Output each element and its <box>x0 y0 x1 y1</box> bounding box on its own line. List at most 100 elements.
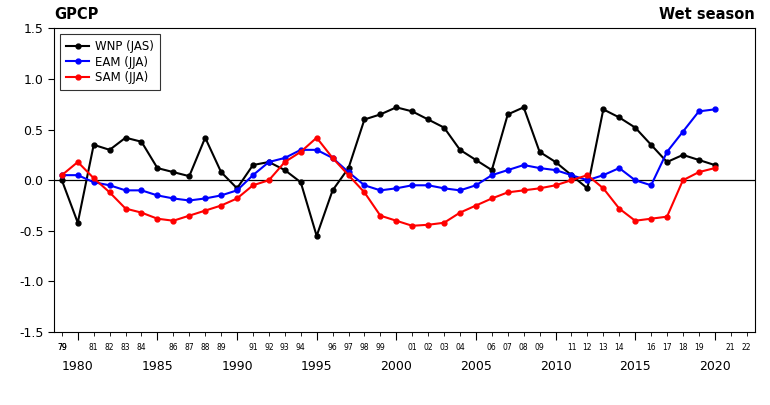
Text: 1985: 1985 <box>142 360 173 373</box>
Text: 94: 94 <box>296 343 306 352</box>
EAM (JJA) <box>264 160 273 164</box>
WNP (JAS) <box>678 152 688 157</box>
EAM (JJA) <box>137 188 146 193</box>
SAM (JJA) <box>105 190 114 195</box>
EAM (JJA) <box>152 193 162 198</box>
SAM (JJA) <box>344 173 353 177</box>
WNP (JAS) <box>185 174 194 179</box>
Text: 96: 96 <box>328 343 337 352</box>
SAM (JJA) <box>89 176 99 181</box>
EAM (JJA) <box>200 196 209 201</box>
SAM (JJA) <box>695 170 704 175</box>
EAM (JJA) <box>344 170 353 175</box>
Text: 91: 91 <box>248 343 258 352</box>
EAM (JJA) <box>360 183 369 188</box>
Text: 88: 88 <box>200 343 210 352</box>
WNP (JAS) <box>424 117 433 122</box>
EAM (JJA) <box>249 173 258 177</box>
WNP (JAS) <box>376 112 385 117</box>
WNP (JAS) <box>169 170 178 175</box>
WNP (JAS) <box>137 139 146 144</box>
WNP (JAS) <box>440 125 449 130</box>
SAM (JJA) <box>710 166 719 171</box>
WNP (JAS) <box>471 158 480 162</box>
WNP (JAS) <box>599 107 608 112</box>
Text: 1990: 1990 <box>221 360 253 373</box>
WNP (JAS) <box>73 220 82 225</box>
WNP (JAS) <box>312 233 321 238</box>
SAM (JJA) <box>280 160 290 164</box>
Legend: WNP (JAS), EAM (JJA), SAM (JJA): WNP (JAS), EAM (JJA), SAM (JJA) <box>60 34 160 90</box>
EAM (JJA) <box>519 162 528 168</box>
SAM (JJA) <box>503 190 512 195</box>
Text: 79: 79 <box>57 343 67 352</box>
EAM (JJA) <box>233 188 242 193</box>
WNP (JAS) <box>567 173 576 177</box>
SAM (JJA) <box>216 203 226 208</box>
Text: 06: 06 <box>487 343 497 352</box>
Text: 09: 09 <box>534 343 544 352</box>
EAM (JJA) <box>695 109 704 114</box>
SAM (JJA) <box>551 183 560 188</box>
SAM (JJA) <box>487 196 497 201</box>
Line: WNP (JAS): WNP (JAS) <box>59 105 717 239</box>
EAM (JJA) <box>503 168 512 173</box>
SAM (JJA) <box>249 183 258 188</box>
SAM (JJA) <box>73 160 82 164</box>
EAM (JJA) <box>424 183 433 188</box>
SAM (JJA) <box>121 206 130 211</box>
EAM (JJA) <box>376 188 385 193</box>
EAM (JJA) <box>631 178 640 183</box>
Text: 81: 81 <box>89 343 99 352</box>
Text: 2020: 2020 <box>699 360 731 373</box>
Text: 19: 19 <box>694 343 704 352</box>
Text: 89: 89 <box>216 343 226 352</box>
WNP (JAS) <box>647 142 656 147</box>
WNP (JAS) <box>296 180 306 185</box>
SAM (JJA) <box>662 214 671 219</box>
Text: 01: 01 <box>407 343 417 352</box>
WNP (JAS) <box>360 117 369 122</box>
WNP (JAS) <box>105 147 114 152</box>
EAM (JJA) <box>567 173 576 177</box>
EAM (JJA) <box>328 156 337 160</box>
WNP (JAS) <box>631 125 640 130</box>
SAM (JJA) <box>328 156 337 160</box>
EAM (JJA) <box>407 183 417 188</box>
Text: 16: 16 <box>646 343 656 352</box>
EAM (JJA) <box>73 173 82 177</box>
Text: 2000: 2000 <box>380 360 412 373</box>
Text: 82: 82 <box>105 343 115 352</box>
EAM (JJA) <box>583 178 592 183</box>
Text: 14: 14 <box>614 343 624 352</box>
SAM (JJA) <box>678 178 688 183</box>
Text: 84: 84 <box>136 343 146 352</box>
Text: 17: 17 <box>662 343 672 352</box>
Text: 04: 04 <box>455 343 465 352</box>
EAM (JJA) <box>216 193 226 198</box>
WNP (JAS) <box>662 160 671 164</box>
Text: 07: 07 <box>503 343 513 352</box>
SAM (JJA) <box>360 190 369 195</box>
SAM (JJA) <box>169 218 178 223</box>
WNP (JAS) <box>535 149 544 154</box>
Line: EAM (JJA): EAM (JJA) <box>59 107 717 203</box>
Text: 92: 92 <box>264 343 273 352</box>
SAM (JJA) <box>455 210 464 215</box>
WNP (JAS) <box>216 170 226 175</box>
SAM (JJA) <box>471 203 480 208</box>
EAM (JJA) <box>599 173 608 177</box>
Text: 11: 11 <box>567 343 576 352</box>
WNP (JAS) <box>503 112 512 117</box>
EAM (JJA) <box>614 166 624 171</box>
SAM (JJA) <box>233 196 242 201</box>
EAM (JJA) <box>647 183 656 188</box>
EAM (JJA) <box>455 188 464 193</box>
EAM (JJA) <box>105 183 114 188</box>
SAM (JJA) <box>631 218 640 223</box>
WNP (JAS) <box>695 158 704 162</box>
SAM (JJA) <box>424 222 433 227</box>
Text: 1995: 1995 <box>301 360 333 373</box>
SAM (JJA) <box>407 223 417 228</box>
SAM (JJA) <box>392 218 401 223</box>
